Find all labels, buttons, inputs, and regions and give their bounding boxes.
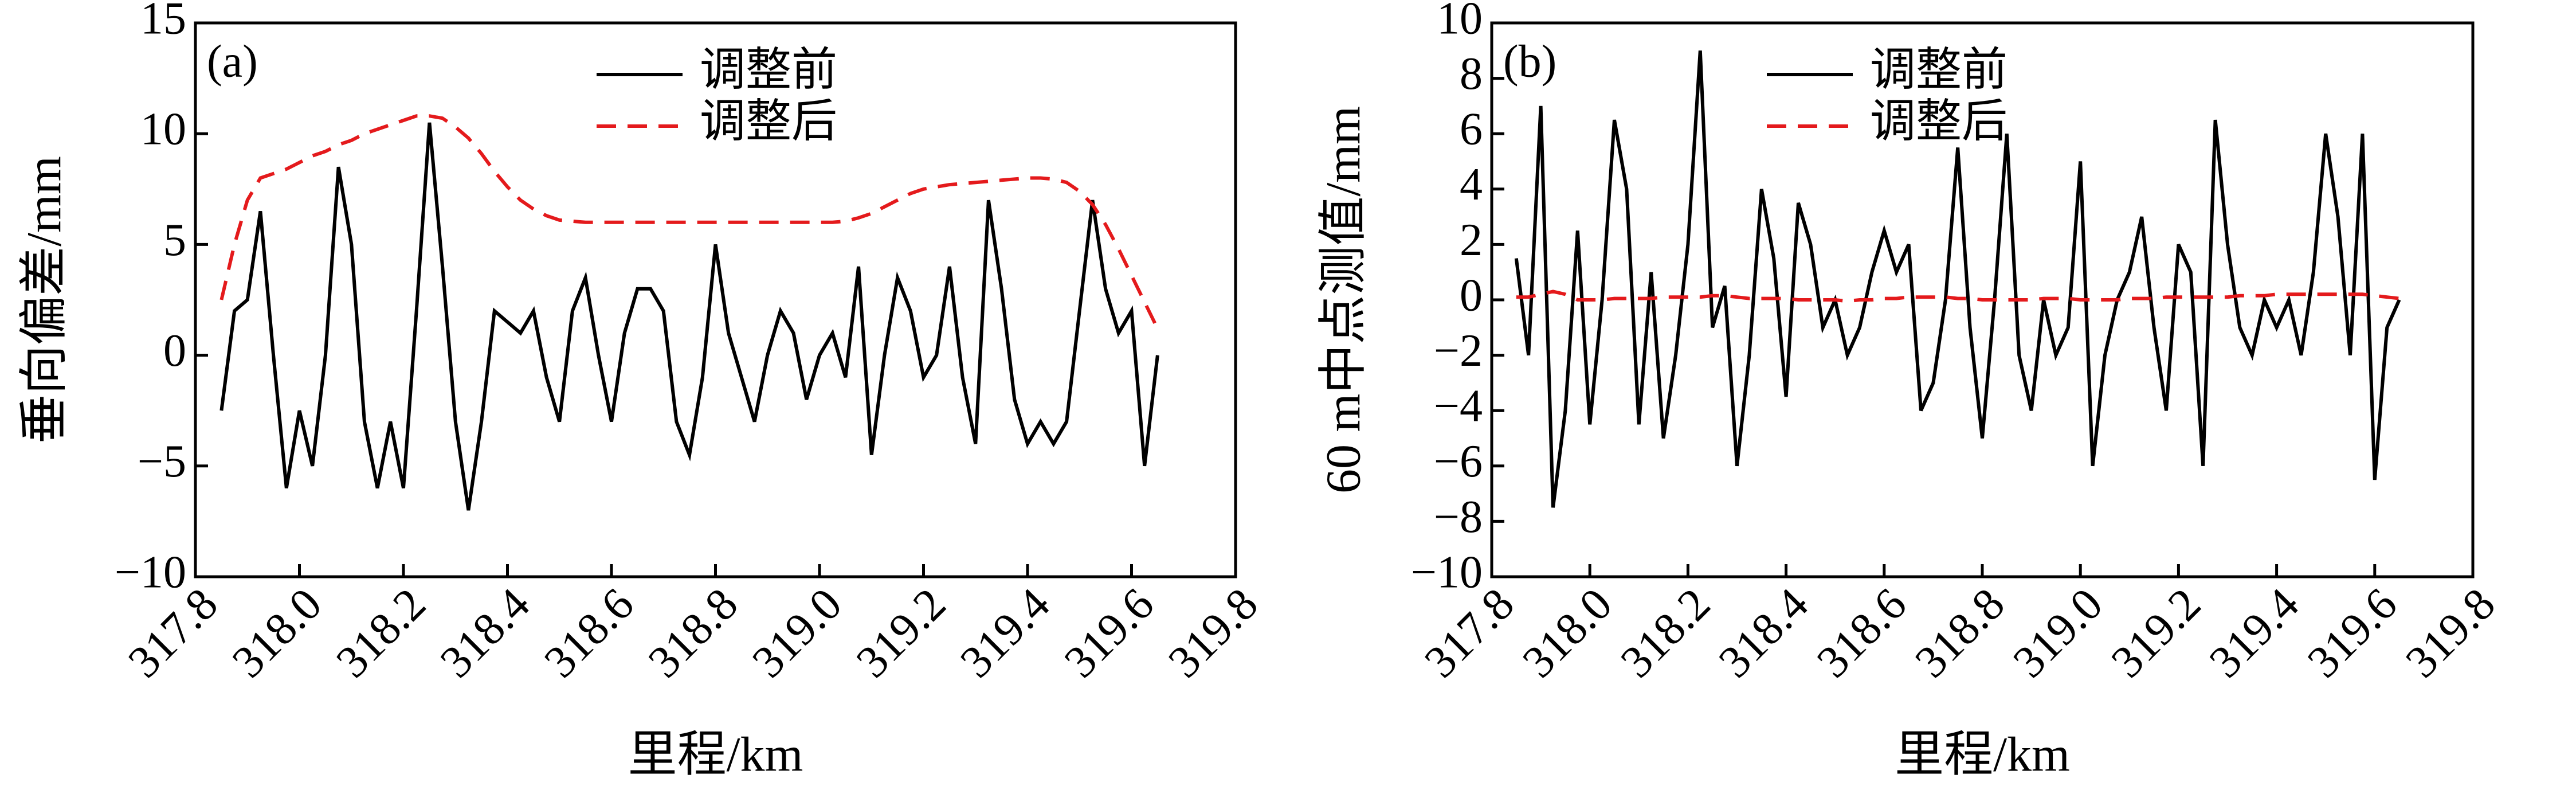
x-tick-label: 318.6 [535, 578, 644, 687]
x-tick-label: 319.0 [743, 578, 852, 687]
y-tick-label: −10 [1411, 547, 1483, 597]
y-tick-label: −4 [1434, 381, 1483, 432]
y-tick-label: 8 [1460, 49, 1483, 99]
y-tick-label: 0 [163, 326, 186, 376]
y-tick-label: 10 [1437, 0, 1483, 44]
x-tick-label: 318.0 [223, 578, 332, 687]
y-tick-label: 15 [140, 0, 186, 44]
panel-label: (a) [207, 36, 258, 87]
series-line [219, 114, 1159, 330]
chart-panel: −10−5051015317.8318.0318.2318.4318.6318.… [17, 0, 1268, 782]
x-axis-title: 里程/km [628, 727, 803, 782]
y-tick-label: 6 [1460, 104, 1483, 155]
x-tick-label: 318.2 [327, 578, 436, 687]
x-tick-label: 318.4 [1710, 578, 1818, 687]
legend-label: 调整后 [700, 96, 837, 147]
y-axis-title: 60 m中点测值/mm [1316, 106, 1371, 494]
y-tick-label: 10 [140, 104, 186, 155]
y-tick-label: 0 [1460, 270, 1483, 320]
series-line [1516, 290, 2399, 303]
y-tick-label: −2 [1434, 326, 1483, 376]
legend-label: 调整前 [1870, 45, 2008, 95]
panel-label: (b) [1503, 36, 1556, 87]
y-tick-label: 4 [1460, 159, 1483, 210]
x-tick-label: 319.4 [2200, 578, 2309, 687]
y-tick-label: 2 [1460, 215, 1483, 265]
y-tick-label: −5 [138, 436, 186, 487]
x-tick-label: 318.4 [431, 578, 540, 687]
series-line [219, 122, 1159, 511]
x-tick-label: 318.6 [1807, 578, 1916, 687]
y-tick-label: 5 [163, 215, 186, 265]
chart-panel: −10−8−6−4−20246810317.8318.0318.2318.431… [1316, 0, 2505, 782]
x-tick-label: 318.0 [1513, 578, 1622, 687]
y-axis-title: 垂向偏差/mm [17, 156, 72, 444]
y-tick-label: −10 [115, 547, 186, 597]
x-tick-label: 319.0 [2003, 578, 2112, 687]
y-tick-label: −8 [1434, 492, 1483, 542]
series-line [1514, 50, 2401, 508]
y-tick-label: −6 [1434, 436, 1483, 487]
x-tick-label: 319.2 [847, 578, 956, 687]
legend-label: 调整后 [1870, 96, 2008, 147]
x-tick-label: 318.8 [1905, 578, 2014, 687]
x-tick-label: 319.2 [2102, 578, 2211, 687]
x-tick-label: 319.8 [1159, 578, 1268, 687]
x-tick-label: 318.2 [1612, 578, 1720, 687]
x-tick-label: 319.4 [951, 578, 1060, 687]
x-tick-label: 319.6 [2298, 578, 2407, 687]
x-tick-label: 319.6 [1055, 578, 1164, 687]
x-tick-label: 318.8 [639, 578, 748, 687]
x-axis-title: 里程/km [1895, 727, 2070, 782]
x-tick-label: 319.8 [2396, 578, 2505, 687]
legend-label: 调整前 [700, 45, 837, 95]
